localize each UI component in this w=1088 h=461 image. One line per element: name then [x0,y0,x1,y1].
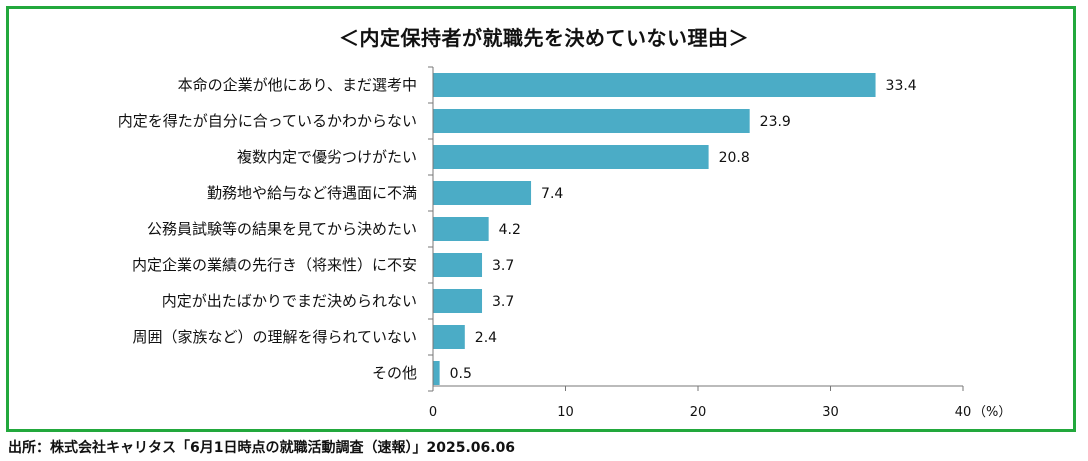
bar [433,361,440,385]
category-label: その他 [372,364,417,382]
category-label: 内定が出たばかりでまだ決められない [162,292,417,310]
bar [433,217,489,241]
unit-label: （%） [973,405,1011,420]
value-label: 0.5 [450,366,472,382]
value-label: 20.8 [719,150,750,166]
x-tick-label: 10 [557,405,574,420]
value-label: 2.4 [475,330,497,346]
value-label: 23.9 [760,114,791,130]
x-tick-label: 40 [955,405,972,420]
bar [433,109,750,133]
bar [433,73,876,97]
value-label: 3.7 [492,258,514,274]
category-label: 公務員試験等の結果を見てから決めたい [147,220,417,238]
x-tick-label: 20 [690,405,707,420]
category-label: 本命の企業が他にあり、まだ選考中 [178,76,417,94]
bar [433,181,532,205]
bar [433,289,483,313]
value-label: 3.7 [492,294,514,310]
x-tick-label: 0 [429,405,437,420]
bar-chart: 本命の企業が他にあり、まだ選考中 33.4 内定を得たが自分に合っているかわからない… [118,66,1011,420]
value-label: 7.4 [541,186,563,202]
x-tick-label: 30 [822,405,839,420]
value-label: 33.4 [886,78,917,94]
value-label: 4.2 [499,222,521,238]
category-label: 勤務地や給与など待遇面に不満 [207,184,417,202]
category-label: 内定を得たが自分に合っているかわからない [118,112,417,130]
source-note: 出所：株式会社キャリタス「6月1日時点の就職活動調査（速報）」2025.06.0… [8,440,516,456]
category-label: 複数内定で優劣つけがたい [237,148,417,166]
chart-title: ＜内定保持者が就職先を決めていない理由＞ [339,26,749,50]
bar [433,253,483,277]
bar [433,145,709,169]
category-label: 周囲（家族など）の理解を得られていない [132,328,417,346]
category-label: 内定企業の業績の先行き（将来性）に不安 [132,256,417,274]
bar [433,325,465,349]
